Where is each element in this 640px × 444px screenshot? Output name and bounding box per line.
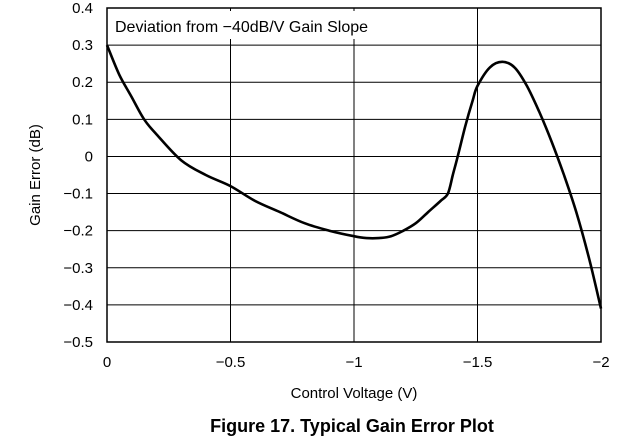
y-tick-label: −0.4 [63,297,93,314]
y-axis-ticks: 0.4 0.3 0.2 0.1 0 −0.1 −0.2 −0.3 −0.4 −0.5 [63,0,93,351]
x-axis-ticks: 0 −0.5 −1 −1.5 −2 [103,354,610,371]
y-tick-label: −0.3 [63,260,93,277]
y-tick-label: 0.2 [72,74,93,91]
series-line [105,44,603,309]
x-tick-label: −0.5 [216,354,246,371]
y-tick-label: 0.1 [72,111,93,128]
y-axis-title: Gain Error (dB) [27,124,44,226]
figure-caption: Figure 17. Typical Gain Error Plot [210,416,494,436]
plot-frame [106,7,602,343]
y-tick-label: −0.5 [63,334,93,351]
annotation-background [109,11,415,39]
x-tick-label: 0 [103,354,111,371]
y-tick-label: −0.2 [63,223,93,240]
chart-annotation: Deviation from −40dB/V Gain Slope [115,19,368,36]
y-tick-label: 0 [85,148,93,165]
x-tick-label: −2 [592,354,609,371]
grid [106,7,602,343]
x-tick-label: −1.5 [463,354,493,371]
x-tick-label: −1 [345,354,362,371]
y-tick-label: 0.3 [72,37,93,54]
x-axis-title: Control Voltage (V) [291,385,418,402]
y-tick-label: −0.1 [63,186,93,203]
y-tick-label: 0.4 [72,0,93,17]
